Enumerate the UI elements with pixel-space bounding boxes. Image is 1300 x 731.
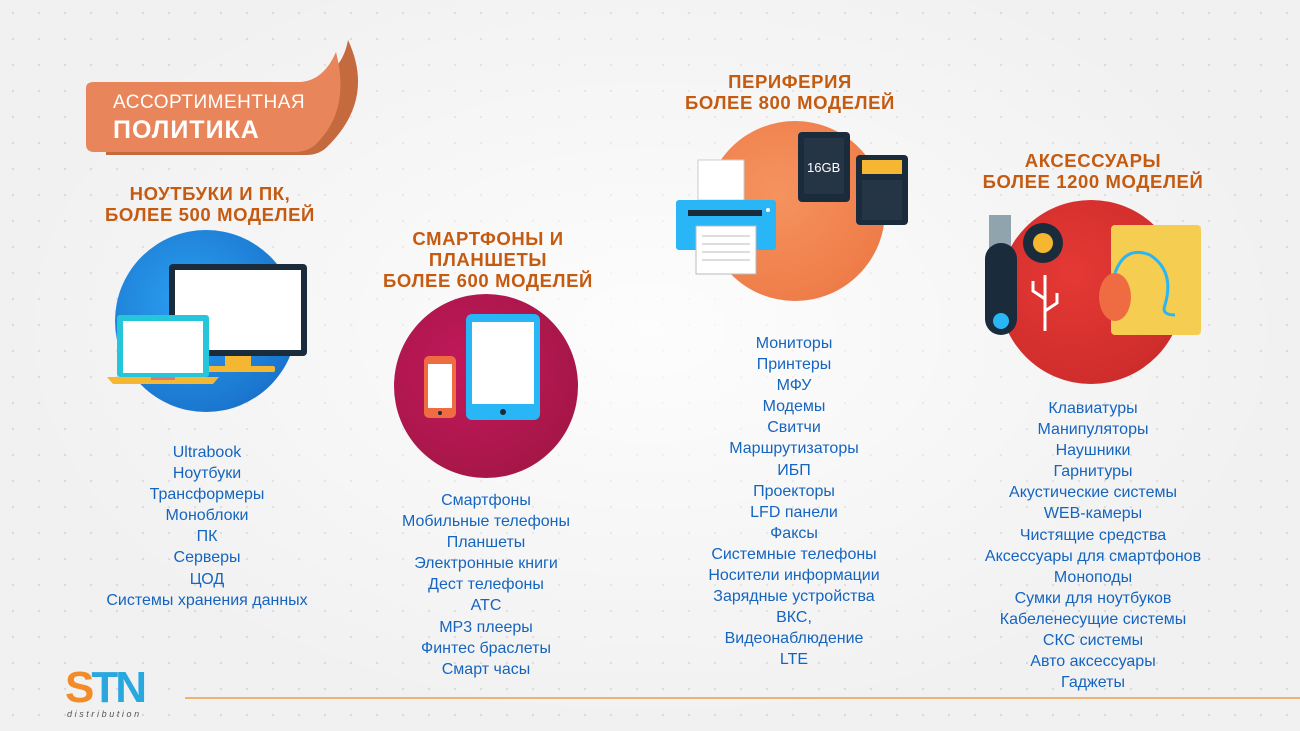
card-label: 16GB — [807, 160, 840, 175]
title-line: БОЛЕЕ 800 МОДЕЛЕЙ — [685, 92, 895, 113]
list-item: Наушники — [1055, 442, 1131, 460]
logo-letter-s: S — [65, 663, 94, 712]
list-item: ВКС, — [776, 609, 812, 627]
list-item: Аксессуары для смартфонов — [984, 547, 1202, 565]
list-item: Мониторы — [755, 335, 833, 352]
list-item: Гарнитуры — [1053, 463, 1133, 481]
list-item: Манипуляторы — [1037, 421, 1149, 439]
list-item: Клавиатуры — [1048, 400, 1138, 417]
list-item: LTE — [779, 651, 809, 669]
laptop-monitor-icon — [107, 264, 307, 384]
list-item: ПК — [196, 528, 218, 546]
list-item: Зарядные устройства — [713, 588, 875, 606]
list-item: Моноблоки — [165, 507, 249, 525]
title-line: БОЛЕЕ 500 МОДЕЛЕЙ — [105, 204, 315, 225]
list-item: Модемы — [762, 398, 826, 416]
list-item: Носители информации — [708, 567, 880, 585]
tablet-phone-icon — [424, 314, 540, 420]
banner-text: АССОРТИМЕНТНАЯ ПОЛИТИКА — [113, 92, 305, 145]
list-item: МФУ — [776, 377, 812, 395]
logo-letter-t: T — [91, 663, 118, 712]
list-smartphones: Смартфоны Мобильные телефоны Планшеты Эл… — [370, 490, 602, 680]
footer-divider — [185, 697, 1300, 699]
list-item: Принтеры — [756, 356, 832, 374]
title-line: ПЛАНШЕТЫ — [428, 249, 548, 270]
column-title-accessories: АКСЕССУАРЫ БОЛЕЕ 1200 МОДЕЛЕЙ — [963, 150, 1223, 192]
list-item: Кабеленесущие системы — [999, 610, 1187, 628]
list-item: Ultrabook — [172, 444, 242, 461]
list-item: Серверы — [173, 549, 241, 567]
list-item: Дест телефоны — [428, 576, 544, 594]
list-laptops: Ultrabook Ноутбуки Трансформеры Моноблок… — [70, 442, 344, 611]
list-item: Маршрутизаторы — [729, 440, 859, 458]
list-item: Системы хранения данных — [106, 591, 308, 609]
title-line: НОУТБУКИ И ПК, — [129, 183, 291, 204]
banner-line2: ПОЛИТИКА — [113, 116, 260, 144]
logo-subtitle: distribution — [67, 709, 142, 719]
column-title-smartphones: СМАРТФОНЫ И ПЛАНШЕТЫ БОЛЕЕ 600 МОДЕЛЕЙ — [348, 228, 628, 291]
title-line: СМАРТФОНЫ И — [412, 228, 564, 249]
list-item: Электронные книги — [414, 555, 558, 573]
list-item: ЦОД — [189, 570, 225, 588]
list-item: МР3 плееры — [439, 618, 533, 636]
list-item: ИБП — [777, 461, 811, 479]
list-item: Моноподы — [1053, 568, 1133, 586]
list-item: Системные телефоны — [711, 545, 877, 563]
list-item: Факсы — [770, 524, 818, 542]
list-item: Чистящие средства — [1019, 526, 1167, 544]
list-peripherals: Мониторы Принтеры МФУ Модемы Свитчи Марш… — [670, 333, 918, 671]
column-title-peripherals: ПЕРИФЕРИЯ БОЛЕЕ 800 МОДЕЛЕЙ — [660, 71, 920, 113]
list-item: Мобильные телефоны — [401, 513, 570, 531]
list-item: Видеонаблюдение — [724, 630, 864, 648]
list-item: Проекторы — [753, 482, 835, 500]
list-item: WEB-камеры — [1043, 505, 1143, 523]
column-title-laptops: НОУТБУКИ И ПК, БОЛЕЕ 500 МОДЕЛЕЙ — [80, 183, 340, 225]
list-item: Авто аксессуары — [1030, 653, 1156, 671]
banner-shape — [86, 40, 359, 155]
title-line: БОЛЕЕ 1200 МОДЕЛЕЙ — [982, 171, 1204, 192]
printer-memory-icon: 16GB — [676, 132, 908, 275]
list-item: Планшеты — [446, 534, 526, 552]
list-item: Финтес браслеты — [421, 639, 551, 657]
list-item: Смартфоны — [441, 492, 531, 509]
banner-line1: АССОРТИМЕНТНАЯ — [113, 92, 306, 113]
list-item: Сумки для ноутбуков — [1014, 589, 1172, 607]
list-accessories: Клавиатуры Манипуляторы Наушники Гарниту… — [960, 398, 1226, 693]
logo-letter-n: N — [115, 663, 147, 712]
list-item: Акустические системы — [1009, 484, 1177, 502]
title-line: БОЛЕЕ 600 МОДЕЛЕЙ — [383, 270, 593, 291]
stn-logo: STN distribution — [65, 666, 147, 720]
list-item: LFD панели — [750, 503, 838, 521]
list-item: Гаджеты — [1061, 674, 1125, 692]
usb-mouse-icon — [985, 215, 1201, 335]
title-line: АКСЕССУАРЫ — [1024, 150, 1162, 171]
list-item: АТС — [470, 597, 502, 615]
list-item: СКС системы — [1042, 632, 1144, 650]
list-item: Ноутбуки — [172, 465, 242, 483]
list-item: Смарт часы — [441, 660, 531, 678]
title-line: ПЕРИФЕРИЯ — [728, 71, 852, 92]
list-item: Свитчи — [767, 419, 821, 437]
list-item: Трансформеры — [149, 486, 265, 504]
